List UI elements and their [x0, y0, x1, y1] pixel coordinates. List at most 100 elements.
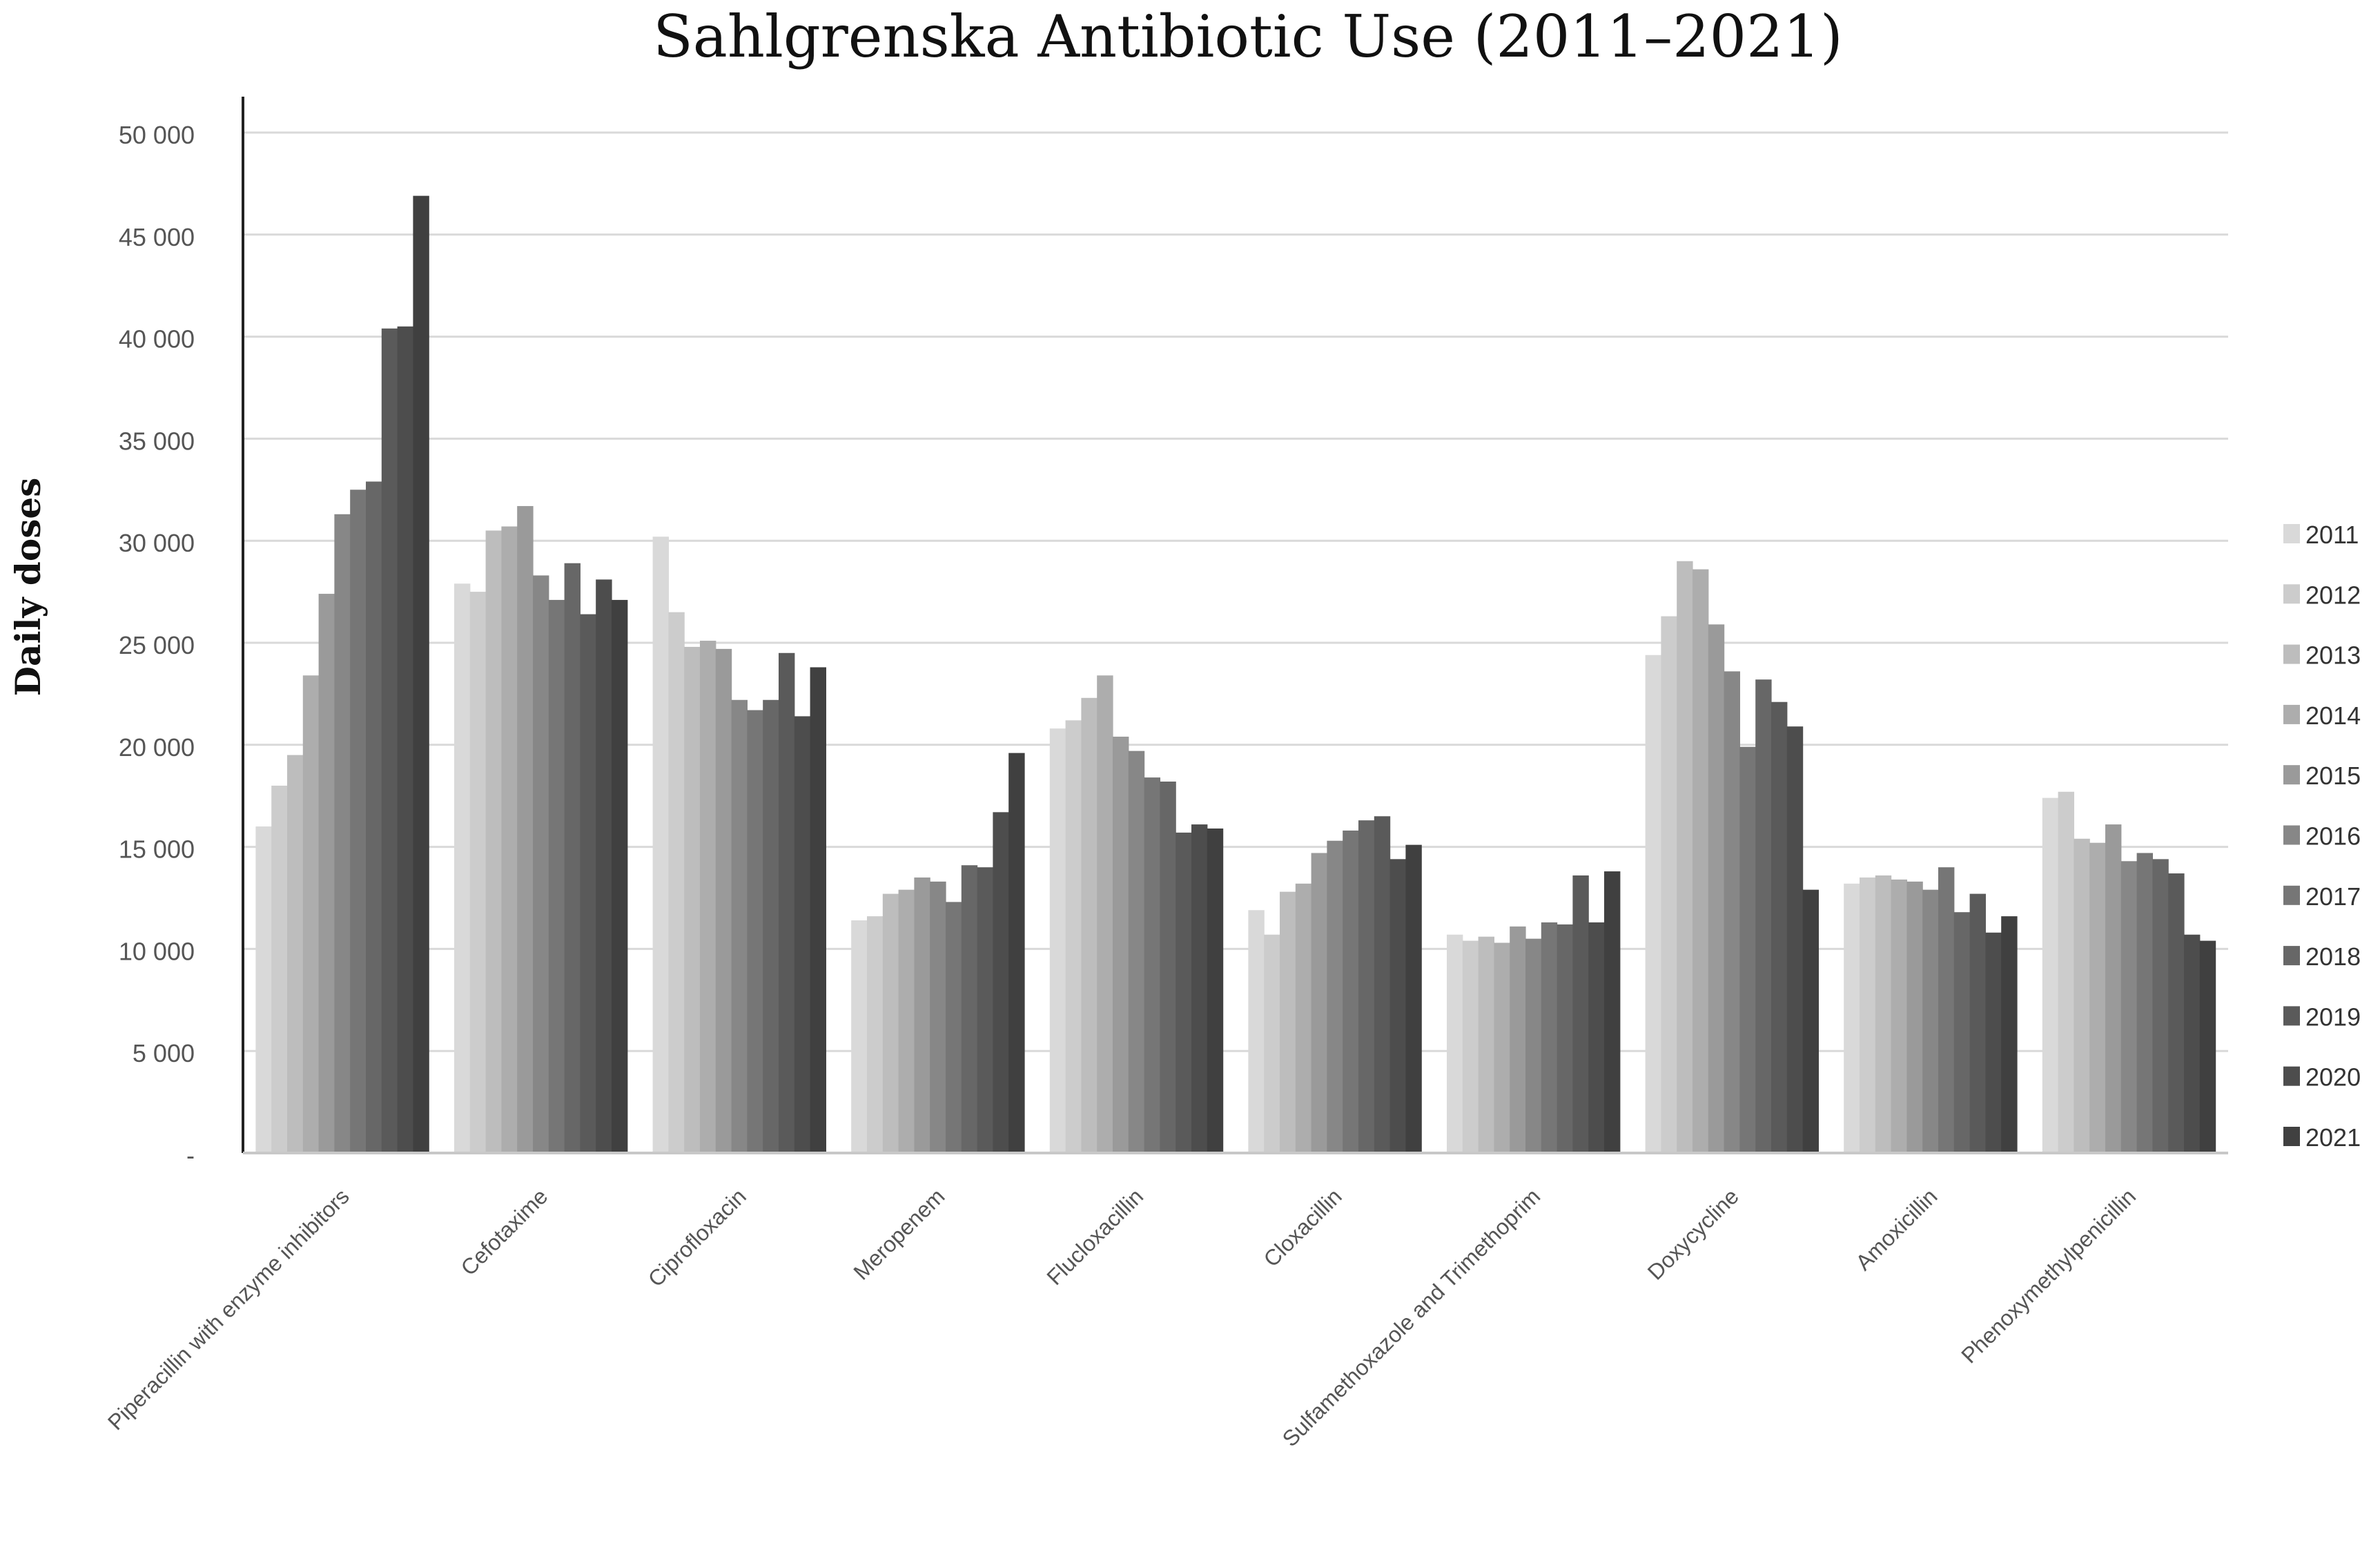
bar [1771, 701, 1788, 1153]
bar [1295, 883, 1312, 1153]
legend-label: 2013 [2305, 641, 2361, 670]
bar [946, 902, 962, 1153]
bar [2152, 859, 2169, 1153]
bar [684, 646, 701, 1153]
bars [255, 195, 2216, 1153]
bar [580, 614, 596, 1153]
bar [993, 812, 1009, 1153]
bar [977, 867, 993, 1153]
y-tick-label: 25 000 [119, 631, 195, 659]
bar [1875, 875, 1892, 1153]
bar [961, 865, 978, 1153]
y-tick-label: 40 000 [119, 325, 195, 353]
legend-swatch [2283, 885, 2300, 905]
legend-swatch [2283, 825, 2300, 845]
bar [318, 594, 335, 1153]
bar [302, 675, 320, 1153]
bar [1969, 893, 1986, 1153]
bar [1008, 753, 1025, 1153]
bar [454, 583, 471, 1153]
bar [1755, 679, 1772, 1153]
bar [469, 592, 487, 1153]
bar [287, 755, 304, 1153]
y-tick-label: 30 000 [119, 529, 195, 557]
bar [1144, 777, 1160, 1153]
bar [914, 877, 930, 1153]
bar [1557, 924, 1573, 1153]
y-axis-label: Daily doses [8, 478, 48, 697]
bar [779, 652, 795, 1153]
legend-swatch [2283, 765, 2300, 785]
bar [1405, 844, 1422, 1153]
bar [794, 716, 811, 1153]
x-tick-label: Flucloxacillin [1042, 1183, 1148, 1290]
bar [517, 505, 534, 1153]
bar [898, 889, 915, 1153]
bar [2105, 824, 2122, 1153]
bar [1891, 879, 1907, 1153]
bar [1739, 746, 1756, 1153]
bar [1097, 675, 1113, 1153]
y-tick-labels: - 5 000 10 000 15 000 20 000 25 000 30 000 35 0… [119, 121, 195, 1170]
legend-swatch [2283, 524, 2300, 543]
bar [596, 579, 612, 1153]
bar [1844, 883, 1860, 1153]
x-tick-label: Phenoxymethylpenicillin [1956, 1183, 2140, 1368]
x-tick-label: Piperacillin with enzyme inhibitors [103, 1183, 354, 1435]
bar [1462, 940, 1479, 1153]
bar [1724, 671, 1740, 1153]
bar [334, 514, 351, 1153]
bar [747, 710, 763, 1153]
x-tick-label: Cloxacillin [1258, 1183, 1346, 1271]
bar [1661, 616, 1677, 1153]
legend-label: 2021 [2305, 1123, 2361, 1152]
bar [1541, 922, 1558, 1153]
bar [652, 536, 669, 1153]
bar [381, 328, 398, 1153]
bar [1525, 938, 1542, 1153]
bar [366, 481, 382, 1153]
bar [810, 667, 826, 1153]
legend-label: 2019 [2305, 1002, 2361, 1031]
bar [2136, 853, 2153, 1153]
bar [1081, 697, 1098, 1153]
bar [851, 920, 868, 1153]
bar [1280, 891, 1296, 1153]
x-tick-labels: Piperacillin with enzyme inhibitors Cefot… [103, 1183, 2140, 1451]
bar [1176, 832, 1192, 1153]
x-tick-label: Doxycycline [1643, 1183, 1744, 1284]
bar [1708, 624, 1725, 1153]
bar [1572, 875, 1589, 1153]
legend-label: 2011 [2305, 521, 2359, 549]
bar [2199, 940, 2216, 1153]
legend: 2011 2012 2013 2014 2015 2016 2017 2018 2019 2020… [2283, 521, 2361, 1152]
legend-swatch [2283, 1127, 2300, 1146]
bar [1248, 910, 1265, 1153]
y-tick-label: 10 000 [119, 937, 195, 965]
x-tick-label: Ciprofloxacin [643, 1183, 751, 1291]
x-tick-label: Amoxicillin [1851, 1183, 1942, 1275]
bar [1906, 881, 1923, 1153]
bar [882, 893, 899, 1153]
bar [485, 530, 502, 1153]
legend-label: 2015 [2305, 762, 2361, 790]
bar [1264, 934, 1280, 1153]
bar [612, 599, 628, 1153]
bar [1207, 828, 1224, 1153]
bar [2001, 916, 2018, 1153]
bar [1113, 736, 1129, 1153]
bar [350, 490, 367, 1153]
bar [1065, 720, 1082, 1153]
bar [1938, 867, 1955, 1153]
bar [867, 916, 884, 1153]
bar [271, 785, 288, 1153]
bar [1510, 926, 1526, 1153]
bar [397, 326, 413, 1153]
bar [715, 648, 732, 1153]
bar [533, 575, 549, 1153]
bar [1494, 942, 1510, 1153]
bar [700, 641, 716, 1153]
bar [1447, 934, 1463, 1153]
bar [413, 195, 429, 1153]
